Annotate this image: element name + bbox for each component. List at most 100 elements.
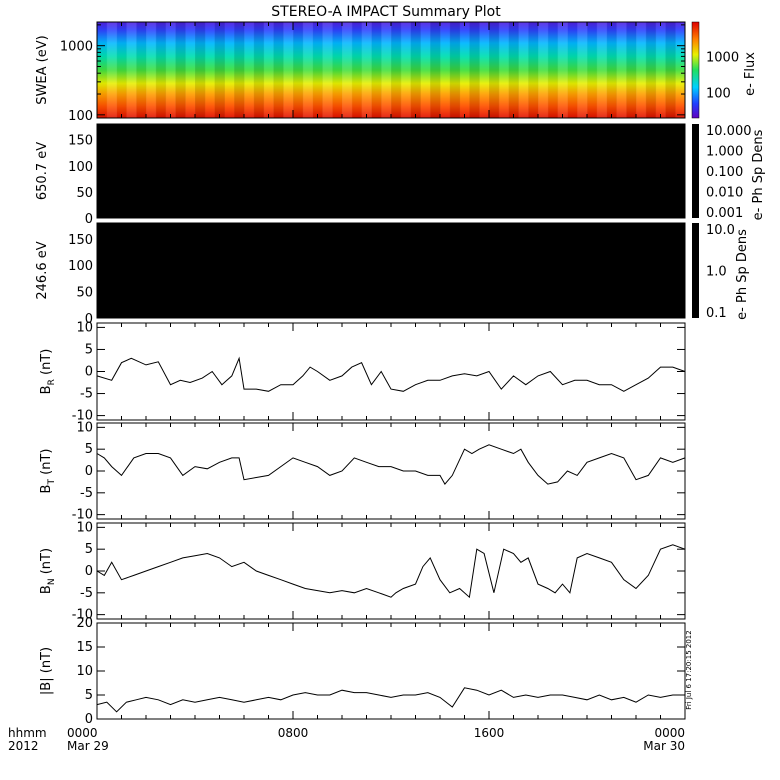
series-line-bn bbox=[96, 544, 686, 599]
colorbar-tick-label: 0.100 bbox=[706, 165, 743, 180]
y-tick-label: 5 bbox=[85, 442, 93, 457]
y-tick-label: 0 bbox=[85, 712, 93, 727]
swea-time-stripe bbox=[361, 22, 372, 118]
swea-time-stripe bbox=[557, 22, 568, 118]
swea-time-stripe bbox=[195, 22, 206, 118]
swea-time-stripe bbox=[116, 22, 127, 118]
swea-time-stripe bbox=[136, 22, 147, 118]
y-axis-label: 246.6 eV bbox=[35, 241, 50, 299]
swea-time-stripe bbox=[155, 22, 167, 118]
swea-time-stripe bbox=[528, 22, 539, 118]
series-line-bt bbox=[96, 444, 686, 485]
panel-br: -10 -5 0 5 10 BR (nT) bbox=[39, 320, 686, 424]
y-tick-label: 100 bbox=[68, 109, 93, 124]
y-tick-label: 20 bbox=[76, 616, 93, 631]
swea-time-stripe bbox=[626, 22, 637, 118]
panel-swea: 100 1000 100 1000 e- Flux SWEA (eV) bbox=[35, 21, 758, 124]
swea-time-stripe bbox=[538, 22, 549, 118]
y-tick-label: 0 bbox=[85, 365, 93, 380]
swea-time-stripe bbox=[234, 22, 245, 118]
y-tick-label: 10 bbox=[76, 664, 93, 679]
y-tick-label: 5 bbox=[85, 688, 93, 703]
swea-time-stripe bbox=[175, 22, 186, 118]
swea-time-stripe bbox=[106, 22, 118, 118]
swea-time-stripe bbox=[645, 22, 657, 118]
y-tick-label: -5 bbox=[80, 387, 93, 402]
colorbar-tick-label: 1.000 bbox=[706, 145, 743, 160]
swea-time-stripe bbox=[342, 22, 353, 118]
swea-time-stripe bbox=[273, 22, 284, 118]
generation-stamp: Fri Jul 6 17:20:15 2012 bbox=[685, 630, 693, 709]
panel-background bbox=[97, 423, 685, 519]
y-axis-label: 650.7 eV bbox=[35, 142, 50, 200]
swea-time-stripe bbox=[440, 22, 451, 118]
swea-time-stripe bbox=[636, 22, 647, 118]
y-tick-label: -10 bbox=[72, 508, 93, 523]
swea-time-stripe bbox=[185, 22, 196, 118]
time-tick-date: Mar 30 bbox=[643, 739, 685, 753]
swea-time-stripe bbox=[410, 22, 421, 118]
swea-time-stripe bbox=[449, 22, 461, 118]
panel-background bbox=[97, 323, 685, 420]
swea-time-stripe bbox=[498, 22, 510, 118]
swea-time-stripe bbox=[547, 22, 559, 118]
swea-time-stripe bbox=[469, 22, 480, 118]
colorbar-tick-label: 0.1 bbox=[706, 306, 727, 321]
y-tick-label: 10 bbox=[76, 520, 93, 535]
panel-pad-246: 0 50 100 150 10.0 1.0 0.1 e- Ph Sp Dens 246.6 eV bbox=[35, 222, 750, 327]
psd-colorbar bbox=[692, 124, 699, 218]
swea-time-stripe bbox=[244, 22, 255, 118]
y-tick-label: 10 bbox=[76, 420, 93, 435]
y-tick-label: 150 bbox=[68, 233, 93, 248]
swea-time-stripe bbox=[459, 22, 470, 118]
swea-time-stripe bbox=[577, 22, 588, 118]
swea-time-stripe bbox=[567, 22, 578, 118]
panel-background bbox=[97, 623, 685, 719]
colorbar-tick-label: 0.010 bbox=[706, 186, 743, 201]
y-tick-label: 50 bbox=[76, 286, 93, 301]
pitch-angle-spectrogram bbox=[97, 124, 685, 218]
swea-time-stripe bbox=[665, 22, 676, 118]
panel-bn: -10 -5 0 5 10 BN (nT) bbox=[39, 520, 686, 623]
swea-time-stripe bbox=[400, 22, 412, 118]
swea-time-stripe bbox=[391, 22, 402, 118]
y-tick-label: 50 bbox=[76, 186, 93, 201]
swea-time-stripe bbox=[351, 22, 363, 118]
colorbar-tick-label: 1.0 bbox=[706, 265, 727, 280]
swea-time-stripe bbox=[518, 22, 529, 118]
y-tick-label: 5 bbox=[85, 342, 93, 357]
series-line-bmag bbox=[96, 687, 685, 713]
y-tick-label: 100 bbox=[68, 259, 93, 274]
swea-time-stripe bbox=[675, 22, 686, 118]
y-axis-label: |B| (nT) bbox=[39, 647, 54, 695]
swea-time-stripe bbox=[606, 22, 617, 118]
time-tick-label: 0000 bbox=[654, 726, 685, 740]
swea-time-stripe bbox=[430, 22, 441, 118]
swea-time-stripe bbox=[616, 22, 627, 118]
flux-colorbar bbox=[691, 21, 700, 119]
swea-time-stripe bbox=[165, 22, 176, 118]
time-corner-label-year: 2012 bbox=[8, 739, 39, 753]
y-axis-label: BR (nT) bbox=[39, 349, 57, 395]
y-axis-label: SWEA (eV) bbox=[35, 35, 50, 104]
pitch-angle-spectrogram bbox=[97, 223, 685, 318]
y-tick-label: 0 bbox=[85, 212, 93, 227]
panel-bmag: 0 5 10 15 20 |B| (nT) bbox=[39, 616, 686, 727]
y-tick-label: -5 bbox=[80, 586, 93, 601]
swea-spectrogram bbox=[97, 22, 685, 118]
swea-time-stripe bbox=[302, 22, 314, 118]
swea-time-stripe bbox=[587, 22, 598, 118]
y-tick-label: 5 bbox=[85, 542, 93, 557]
swea-time-stripe bbox=[97, 22, 108, 118]
swea-time-stripe bbox=[655, 22, 666, 118]
y-tick-label: 15 bbox=[76, 640, 93, 655]
y-tick-label: -5 bbox=[80, 486, 93, 501]
time-tick-label: 0000 bbox=[67, 726, 98, 740]
panel-pad-650: 0 50 100 150 10.000 1.000 0.100 0.010 0.001 e- Ph… bbox=[35, 123, 766, 227]
time-tick-label: 1600 bbox=[474, 726, 505, 740]
swea-time-stripe bbox=[322, 22, 333, 118]
colorbar-label: e- Ph Sp Dens bbox=[751, 129, 766, 220]
y-tick-label: 0 bbox=[85, 312, 93, 327]
